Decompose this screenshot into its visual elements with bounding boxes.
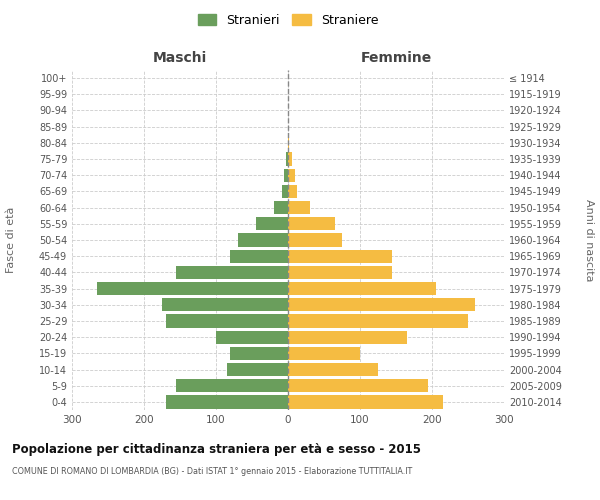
Bar	[166, 314, 288, 328]
Bar	[288, 185, 296, 198]
Text: COMUNE DI ROMANO DI LOMBARDIA (BG) - Dati ISTAT 1° gennaio 2015 - Elaborazione T: COMUNE DI ROMANO DI LOMBARDIA (BG) - Dat…	[12, 468, 412, 476]
Text: Fasce di età: Fasce di età	[6, 207, 16, 273]
Bar	[286, 152, 288, 166]
Bar	[284, 168, 288, 182]
Bar	[162, 298, 288, 312]
Bar	[288, 282, 436, 295]
Text: Anni di nascita: Anni di nascita	[584, 198, 594, 281]
Bar	[288, 217, 335, 230]
Bar	[288, 168, 295, 182]
Text: Popolazione per cittadinanza straniera per età e sesso - 2015: Popolazione per cittadinanza straniera p…	[12, 442, 421, 456]
Bar	[288, 266, 392, 279]
Text: Femmine: Femmine	[361, 51, 431, 65]
Bar	[274, 201, 288, 214]
Bar	[288, 314, 468, 328]
Bar	[288, 201, 310, 214]
Bar	[230, 346, 288, 360]
Bar	[166, 396, 288, 408]
Bar	[97, 282, 288, 295]
Bar	[282, 185, 288, 198]
Bar	[288, 234, 342, 246]
Bar	[288, 346, 360, 360]
Bar	[216, 330, 288, 344]
Bar	[288, 363, 378, 376]
Bar	[288, 379, 428, 392]
Bar	[230, 250, 288, 263]
Bar	[288, 298, 475, 312]
Bar	[227, 363, 288, 376]
Bar	[288, 330, 407, 344]
Bar	[288, 250, 392, 263]
Bar	[288, 136, 289, 149]
Bar	[176, 379, 288, 392]
Bar	[288, 396, 443, 408]
Bar	[256, 217, 288, 230]
Legend: Stranieri, Straniere: Stranieri, Straniere	[193, 8, 383, 32]
Bar	[176, 266, 288, 279]
Bar	[238, 234, 288, 246]
Text: Maschi: Maschi	[153, 51, 207, 65]
Bar	[288, 152, 292, 166]
